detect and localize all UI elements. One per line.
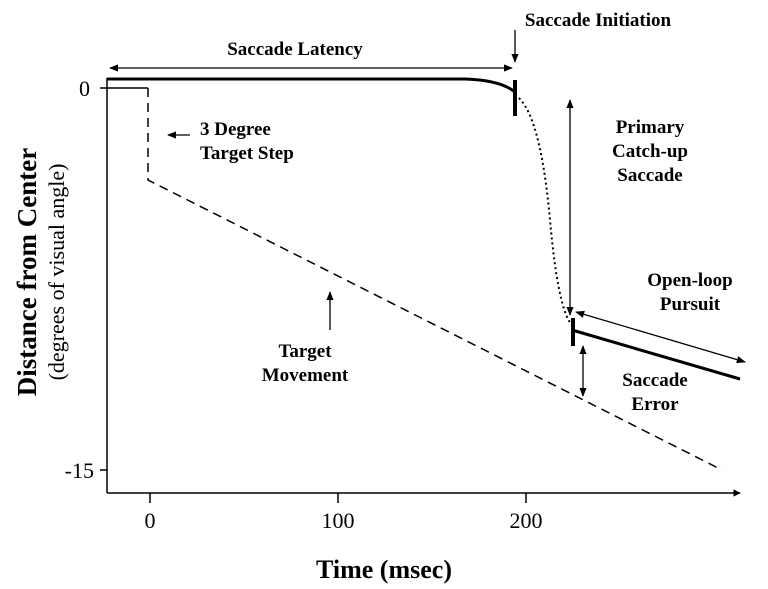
- eye-trace: [107, 77, 516, 94]
- y-tick-label: -15: [65, 458, 94, 483]
- annotation: Target: [278, 341, 332, 362]
- x-tick-label: 200: [510, 508, 543, 533]
- annotation: Saccade: [617, 165, 682, 186]
- annotation: Saccade Latency: [227, 39, 363, 60]
- y-axis-label: Distance from Center: [12, 148, 42, 396]
- axes: [100, 78, 741, 503]
- annotation: Saccade: [622, 370, 687, 391]
- y-axis-sublabel: (degrees of visual angle): [44, 164, 69, 381]
- annotation: Target Step: [200, 143, 294, 164]
- annotation: Open-loop: [647, 270, 733, 291]
- x-tick-label: 0: [145, 508, 156, 533]
- arrows: [109, 30, 746, 397]
- x-tick-label: 100: [322, 508, 355, 533]
- annotations: Saccade Latency Saccade Initiation 3 Degre…: [200, 10, 733, 415]
- labels: 0 -15 0 100 200 Time (msec) Distance fro…: [12, 76, 543, 584]
- annotation: Pursuit: [660, 294, 721, 315]
- saccade-trace: [514, 94, 573, 326]
- annotation: Error: [631, 394, 679, 415]
- annotation: 3 Degree: [200, 119, 271, 140]
- target-trace: [147, 88, 723, 471]
- annotation: Catch-up: [612, 141, 688, 162]
- pursuit-arrow: [575, 310, 746, 364]
- y-tick-label: 0: [79, 76, 90, 101]
- annotation: Movement: [262, 365, 349, 386]
- x-axis-label: Time (msec): [316, 555, 452, 584]
- annotation: Saccade Initiation: [525, 10, 672, 31]
- annotation: Primary: [616, 117, 685, 138]
